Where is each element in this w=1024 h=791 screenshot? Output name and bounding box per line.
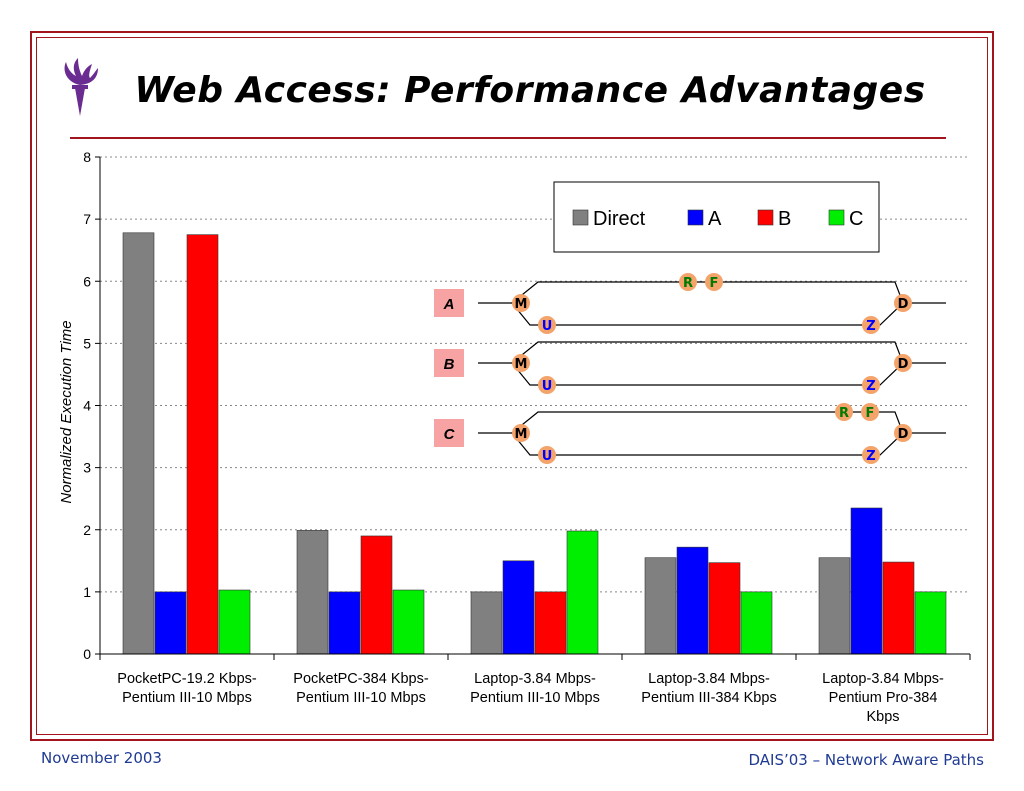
path-node bbox=[679, 273, 697, 291]
bar-direct bbox=[470, 591, 503, 655]
x-category-label: Laptop-3.84 Mbps-Pentium Pro-384 Kbps bbox=[822, 671, 944, 725]
path-node bbox=[538, 446, 556, 464]
path-node bbox=[512, 354, 530, 372]
path-node-label: U bbox=[542, 379, 553, 394]
y-tick-label: 5 bbox=[83, 335, 91, 351]
path-node bbox=[894, 294, 912, 312]
path-node-label: D bbox=[898, 427, 909, 442]
bar-a bbox=[850, 507, 883, 655]
footer-date: November 2003 bbox=[41, 749, 162, 767]
legend-label: A bbox=[708, 208, 722, 230]
x-category-label: Laptop-3.84 Mbps-Pentium III-384 Kbps bbox=[641, 671, 776, 706]
legend-swatch bbox=[572, 209, 589, 226]
x-category-label: PocketPC-19.2 Kbps-Pentium III-10 Mbps bbox=[117, 671, 257, 706]
bar-a bbox=[502, 560, 535, 655]
path-node bbox=[705, 273, 723, 291]
path-node-label: D bbox=[898, 357, 909, 372]
y-tick-label: 2 bbox=[83, 522, 91, 538]
path-node bbox=[862, 316, 880, 334]
path-node bbox=[894, 354, 912, 372]
bars bbox=[122, 232, 947, 655]
bar-b bbox=[534, 591, 567, 655]
y-axis: 0 1 2 3 4 5 6 7 8 bbox=[83, 149, 101, 662]
slide-frame-inner bbox=[36, 37, 988, 735]
path-node-label: Z bbox=[866, 449, 875, 464]
bar-b bbox=[186, 234, 219, 655]
path-node bbox=[512, 294, 530, 312]
path-diagram-inset: A MU ZDR FB MU ZDC MU ZDR F bbox=[434, 273, 946, 464]
y-tick-label: 4 bbox=[83, 398, 91, 414]
y-tick-label: 7 bbox=[83, 211, 91, 227]
x-category-label: PocketPC-384 Kbps-Pentium III-10 Mbps bbox=[293, 671, 429, 706]
path-node-label: F bbox=[710, 276, 719, 291]
row-label: C bbox=[444, 426, 456, 443]
torch-icon bbox=[64, 58, 98, 116]
legend-box bbox=[553, 181, 880, 253]
y-axis-label: Normalized Execution Time bbox=[58, 320, 75, 503]
row-label-box bbox=[434, 419, 464, 447]
bar-a bbox=[328, 591, 361, 655]
bar-c bbox=[914, 591, 947, 655]
bar-direct bbox=[818, 557, 851, 655]
x-axis: PocketPC-19.2 Kbps-Pentium III-10 Mbps Po… bbox=[99, 653, 971, 725]
y-tick-label: 6 bbox=[83, 273, 91, 289]
path-line-bottom bbox=[511, 362, 904, 386]
path-node-label: M bbox=[515, 427, 528, 442]
path-node-label: U bbox=[542, 449, 553, 464]
legend-label: B bbox=[778, 208, 791, 230]
path-line-bottom bbox=[511, 302, 904, 326]
path-node bbox=[862, 446, 880, 464]
path-node-label: M bbox=[515, 357, 528, 372]
path-line-top bbox=[478, 341, 946, 364]
bar-a bbox=[676, 546, 709, 655]
legend-label: C bbox=[849, 208, 863, 230]
path-node bbox=[538, 376, 556, 394]
bar-b bbox=[360, 535, 393, 655]
row-label: A bbox=[443, 296, 455, 313]
bar-c bbox=[218, 589, 251, 655]
path-node bbox=[894, 424, 912, 442]
row-label-box bbox=[434, 349, 464, 377]
footer-conference: DAIS’03 – Network Aware Paths bbox=[748, 751, 985, 769]
bar-c bbox=[566, 530, 599, 655]
y-tick-label: 8 bbox=[83, 149, 91, 165]
path-node-label: R bbox=[839, 406, 849, 421]
row-label-box bbox=[434, 289, 464, 317]
bar-direct bbox=[644, 557, 677, 655]
bar-c bbox=[740, 591, 773, 655]
bar-b bbox=[882, 561, 915, 655]
path-node bbox=[835, 403, 853, 421]
bar-a bbox=[154, 591, 187, 655]
legend-swatch bbox=[687, 209, 704, 226]
path-node-label: M bbox=[515, 297, 528, 312]
slide-title: Web Access: Performance Advantages bbox=[134, 70, 926, 111]
bar-direct bbox=[296, 530, 329, 655]
bar-c bbox=[392, 589, 425, 655]
legend: Direct A B C bbox=[553, 181, 880, 253]
y-tick-label: 0 bbox=[83, 646, 91, 662]
slide-frame-outer bbox=[30, 31, 994, 741]
path-node-label: U bbox=[542, 319, 553, 334]
row-label: B bbox=[444, 356, 455, 373]
path-line-bottom bbox=[511, 432, 904, 456]
bar-b bbox=[708, 562, 741, 655]
path-node-label: F bbox=[866, 406, 875, 421]
legend-swatch bbox=[828, 209, 845, 226]
path-node bbox=[861, 403, 879, 421]
x-category-label: Laptop-3.84 Mbps-Pentium III-10 Mbps bbox=[470, 671, 600, 706]
title-divider bbox=[70, 137, 946, 139]
path-node-label: D bbox=[898, 297, 909, 312]
bar-direct bbox=[122, 232, 155, 655]
y-tick-label: 1 bbox=[83, 584, 91, 600]
path-node-label: Z bbox=[866, 379, 875, 394]
path-node bbox=[538, 316, 556, 334]
y-tick-label: 3 bbox=[83, 460, 91, 476]
path-node-label: R bbox=[683, 276, 693, 291]
path-node bbox=[862, 376, 880, 394]
legend-swatch bbox=[757, 209, 774, 226]
path-node-label: Z bbox=[866, 319, 875, 334]
legend-label: Direct bbox=[593, 208, 646, 230]
path-node bbox=[512, 424, 530, 442]
